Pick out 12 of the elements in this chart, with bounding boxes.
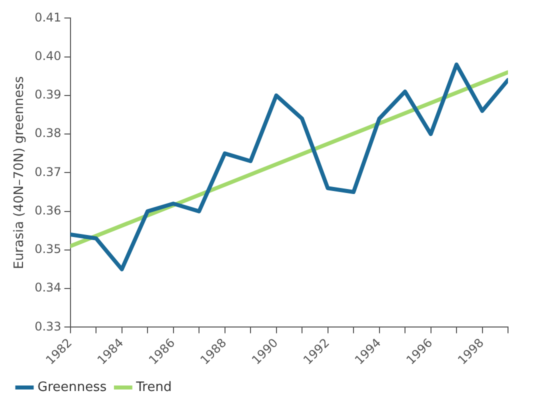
- y-axis-title: Eurasia (40N–70N) greenness: [12, 76, 28, 270]
- y-tick-label: 0.36: [34, 203, 62, 218]
- y-tick-label: 0.41: [34, 10, 62, 24]
- y-tick-label: 0.34: [34, 280, 62, 295]
- y-tick-label: 0.35: [34, 242, 62, 256]
- y-tick-label: 0.39: [34, 88, 62, 102]
- y-tick-label: 0.33: [34, 319, 62, 334]
- legend-label: Greenness: [38, 380, 107, 395]
- y-tick-label: 0.40: [34, 48, 62, 63]
- legend-label: Trend: [135, 380, 172, 395]
- y-tick-label: 0.37: [34, 164, 62, 179]
- y-tick-label: 0.38: [34, 126, 62, 140]
